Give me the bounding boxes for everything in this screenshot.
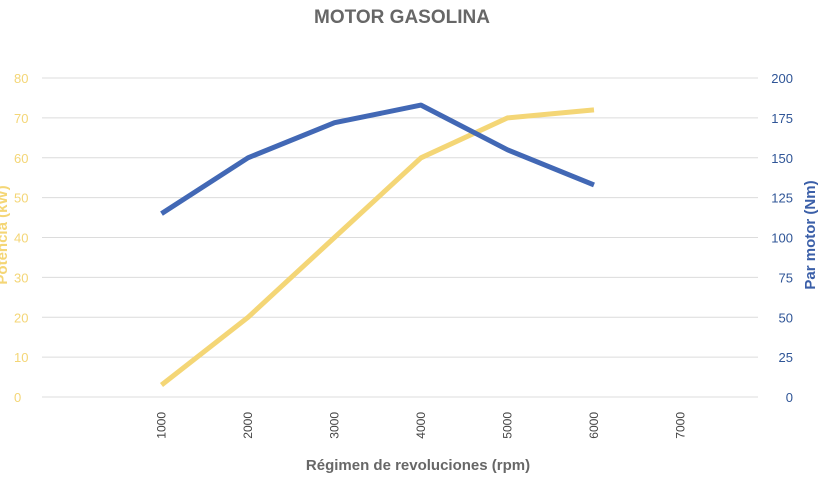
left-axis-ticks: 0 10 20 30 40 50 60 70 80 — [14, 71, 28, 405]
right-tick-label: 0 — [786, 390, 793, 405]
x-tick-label: 2000 — [241, 412, 255, 439]
x-tick-label: 4000 — [414, 412, 428, 439]
x-tick-label: 6000 — [587, 412, 601, 439]
x-axis-label: Régimen de revoluciones (rpm) — [306, 457, 530, 474]
power-series-line — [159, 107, 595, 387]
right-tick-label: 200 — [771, 71, 793, 86]
grid — [42, 77, 758, 398]
x-axis-ticks: 1000 2000 3000 4000 5000 6000 7000 — [155, 412, 688, 439]
torque-series-line — [160, 102, 595, 216]
left-tick-label: 40 — [14, 231, 28, 246]
right-tick-label: 150 — [771, 151, 793, 166]
x-tick-label: 1000 — [155, 412, 169, 439]
left-axis-label: Potencia (kW) — [0, 185, 11, 284]
x-tick-label: 7000 — [674, 412, 688, 439]
right-tick-label: 50 — [779, 310, 793, 325]
left-tick-label: 50 — [14, 191, 28, 206]
right-tick-label: 25 — [779, 350, 793, 365]
right-tick-label: 100 — [771, 231, 793, 246]
x-tick-label: 5000 — [501, 412, 515, 439]
left-tick-label: 70 — [14, 111, 28, 126]
right-axis-ticks: 0 25 50 75 100 125 150 175 200 — [771, 71, 793, 405]
left-tick-label: 30 — [14, 270, 28, 285]
series — [159, 102, 595, 387]
right-tick-label: 175 — [771, 111, 793, 126]
left-tick-label: 20 — [14, 310, 28, 325]
right-tick-label: 75 — [779, 270, 793, 285]
left-tick-label: 80 — [14, 71, 28, 86]
left-tick-label: 0 — [14, 390, 21, 405]
right-axis-label: Par motor (Nm) — [802, 180, 819, 289]
left-tick-label: 10 — [14, 350, 28, 365]
chart-title: MOTOR GASOLINA — [314, 7, 490, 28]
x-tick-label: 3000 — [328, 412, 342, 439]
right-tick-label: 125 — [771, 191, 793, 206]
left-tick-label: 60 — [14, 151, 28, 166]
